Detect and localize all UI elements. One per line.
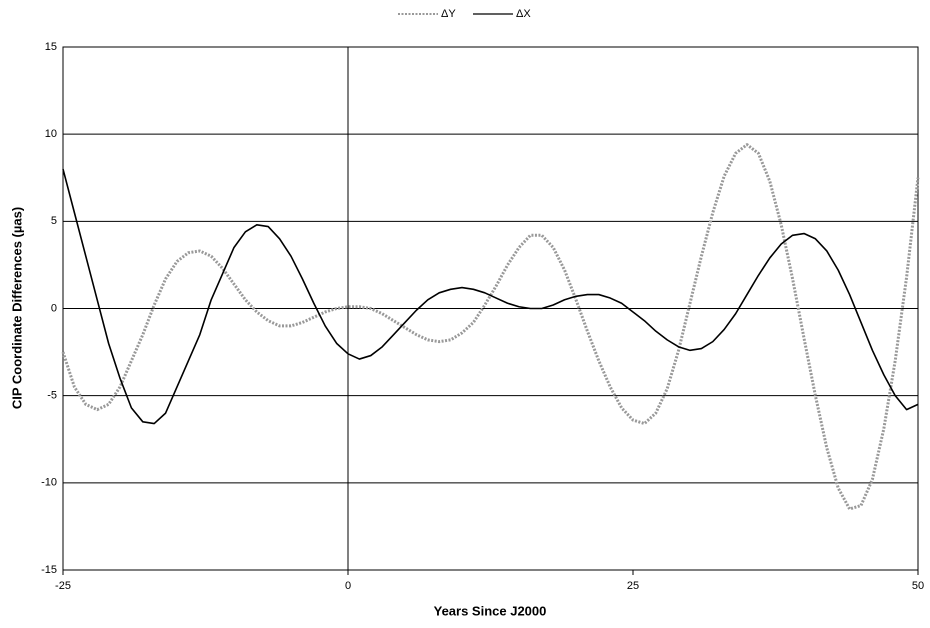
y-axis-title: CIP Coordinate Differences (µas) (9, 207, 24, 409)
y-tick-label: 15 (45, 41, 57, 53)
y-tick-label: -10 (41, 477, 57, 489)
x-tick-label: 0 (345, 580, 351, 592)
legend-label: ΔX (516, 8, 531, 20)
data-line (61, 143, 920, 511)
x-tick-label: 25 (627, 580, 639, 592)
y-tick-label: -5 (47, 390, 57, 402)
x-tick-label: 50 (912, 580, 924, 592)
y-tick-label: 10 (45, 128, 57, 140)
legend-label: ΔY (441, 8, 456, 20)
x-axis-title: Years Since J2000 (434, 603, 547, 618)
data-line (62, 168, 919, 425)
y-tick-label: 0 (51, 302, 57, 314)
y-tick-label: 5 (51, 215, 57, 227)
x-tick-label: -25 (55, 580, 71, 592)
y-tick-label: -15 (41, 564, 57, 576)
